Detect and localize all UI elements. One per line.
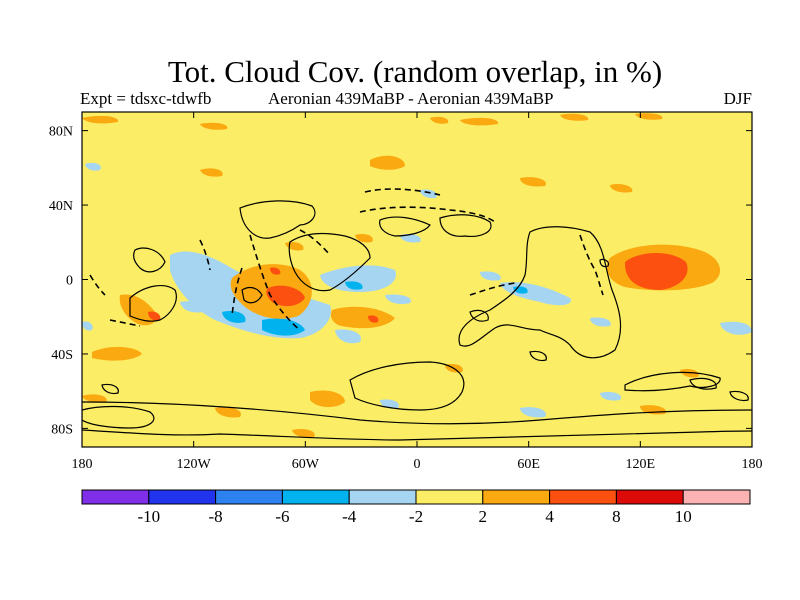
- y-tick-label: 0: [66, 274, 73, 289]
- y-tick-label: 40N: [49, 199, 73, 214]
- colorbar-label: 10: [675, 507, 692, 526]
- colorbar-swatch: [615, 489, 684, 505]
- map-field: [82, 112, 752, 447]
- colorbar-swatch: [81, 489, 150, 505]
- x-tick-label: 180: [72, 457, 93, 472]
- colorbar-swatch: [415, 489, 484, 505]
- x-tick-label: 120W: [177, 457, 212, 472]
- colorbar-label: -2: [409, 507, 423, 526]
- colorbar-swatch: [148, 489, 217, 505]
- colorbar-label: 4: [545, 507, 554, 526]
- y-tick-label: 40S: [51, 348, 73, 363]
- x-axis: 180 120W 60W 0 60E 120E 180: [72, 112, 763, 472]
- continent-outlines: [82, 200, 752, 441]
- season-label: DJF: [723, 89, 752, 108]
- experiment-label: Expt = tdsxc-tdwfb: [80, 89, 212, 108]
- x-tick-label: 180: [742, 457, 763, 472]
- colorbar-label: 8: [612, 507, 621, 526]
- colorbar-swatch: [549, 489, 617, 505]
- colorbar-label: -10: [137, 507, 160, 526]
- colorbar-swatch: [281, 489, 350, 505]
- colorbar-swatch: [482, 489, 551, 505]
- colorbar: -10 -8 -6 -4 -2 2 4 8 10: [81, 489, 751, 526]
- dashed-boundaries: [89, 188, 604, 331]
- colorbar-label: -6: [275, 507, 289, 526]
- x-tick-label: 0: [414, 457, 421, 472]
- period-label: Aeronian 439MaBP - Aeronian 439MaBP: [268, 89, 554, 108]
- x-tick-label: 60W: [292, 457, 320, 472]
- colorbar-label: 2: [479, 507, 488, 526]
- x-tick-label: 60E: [517, 457, 540, 472]
- y-axis: 80N 40N 0 40S 80S: [49, 125, 752, 437]
- chart-title: Tot. Cloud Cov. (random overlap, in %): [167, 54, 663, 89]
- y-tick-label: 80N: [49, 125, 73, 140]
- colorbar-swatch: [215, 489, 283, 505]
- colorbar-swatch: [348, 489, 417, 505]
- colorbar-label: -4: [342, 507, 357, 526]
- colorbar-swatch: [682, 489, 751, 505]
- y-tick-label: 80S: [51, 422, 73, 437]
- x-tick-label: 120E: [626, 457, 656, 472]
- strong-negative-regions: [222, 281, 528, 336]
- colorbar-label: -8: [209, 507, 223, 526]
- strong-positive-regions: [148, 253, 688, 323]
